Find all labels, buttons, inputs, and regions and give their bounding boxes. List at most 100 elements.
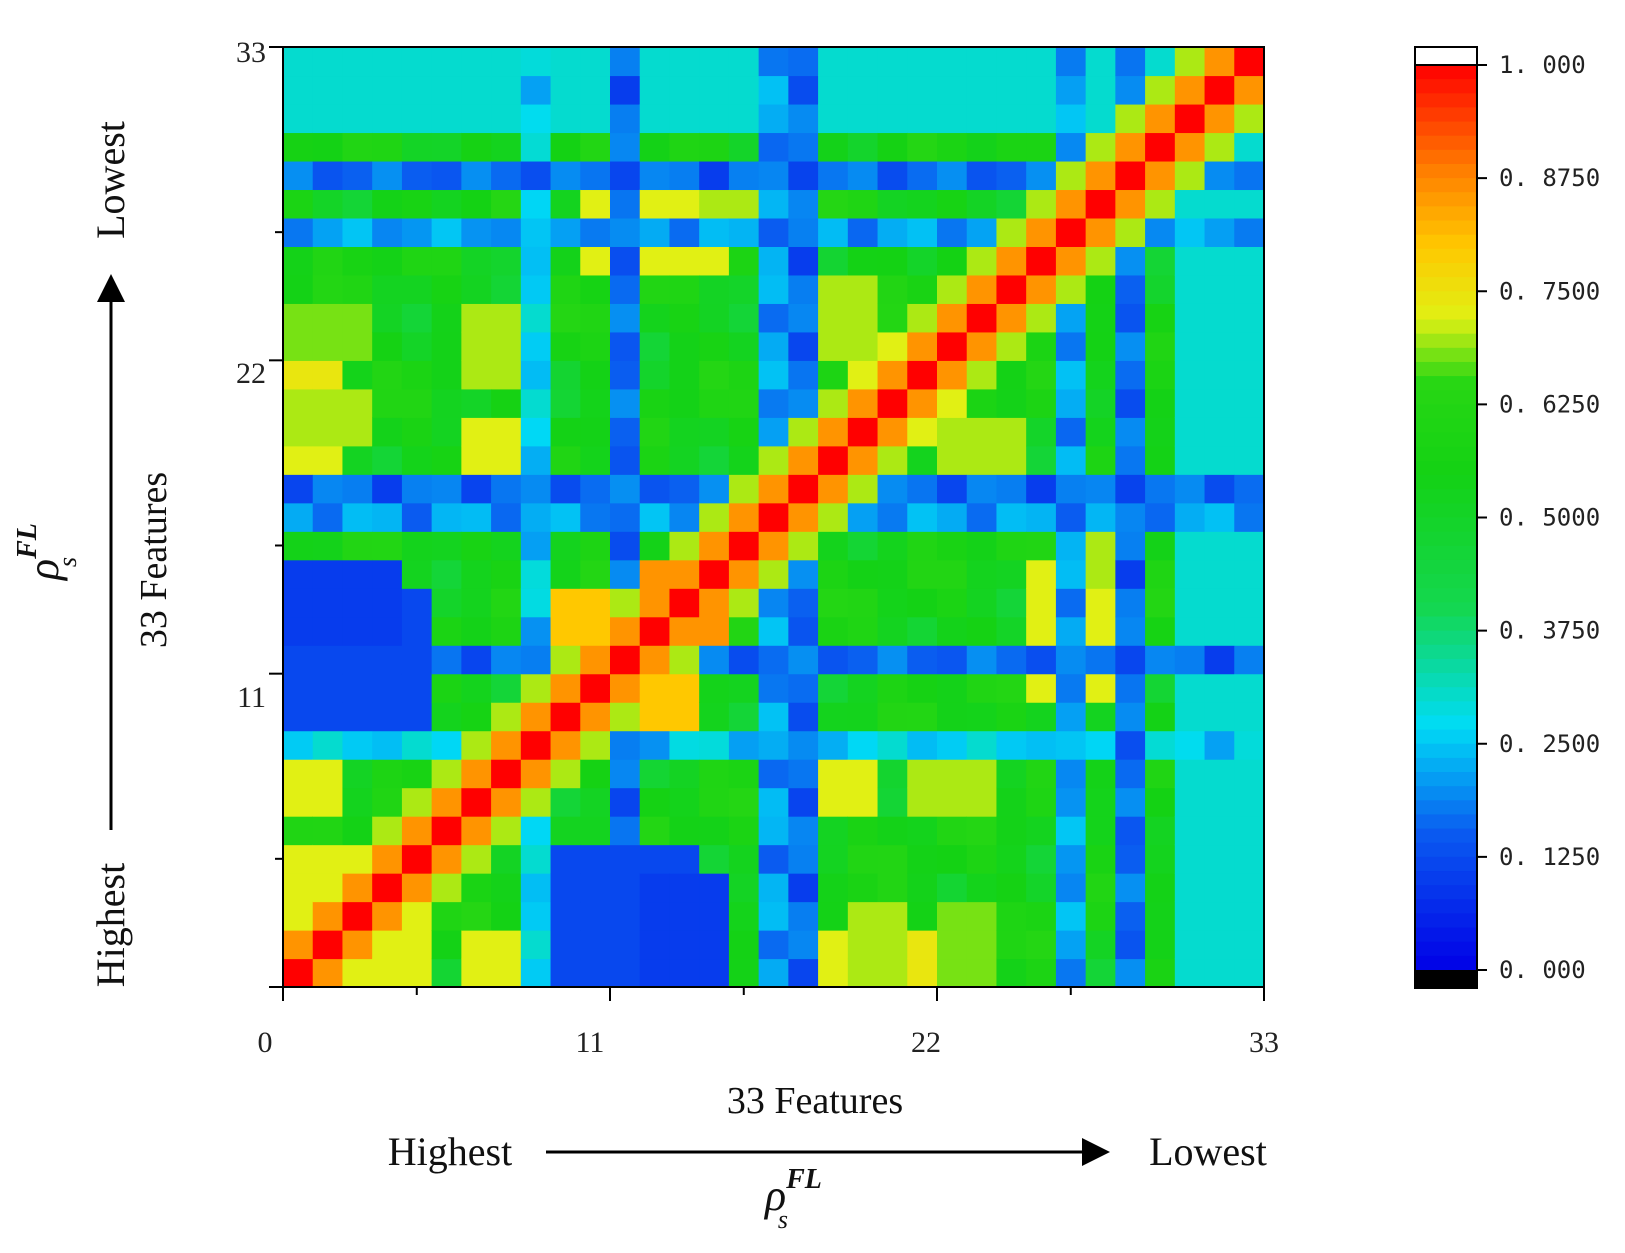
- heatmap-cell-22-1: [907, 958, 938, 987]
- heatmap-cell-30-31: [1145, 103, 1176, 134]
- heatmap-cell-26-4: [1026, 873, 1057, 903]
- heatmap-cell-12-6: [610, 816, 641, 846]
- heatmap-cell-4-18: [372, 474, 403, 504]
- colorbar-segment-25: [1415, 418, 1477, 434]
- heatmap-cell-20-15: [847, 559, 879, 589]
- heatmap-cell-12-12: [610, 645, 641, 675]
- heatmap-cell-26-11: [1026, 673, 1057, 703]
- heatmap-cell-18-14: [788, 588, 819, 618]
- heatmap-cell-11-22: [580, 360, 611, 390]
- heatmap-cell-15-15: [699, 559, 730, 589]
- x-rank-arrow-head: [1082, 1138, 1110, 1166]
- heatmap-cell-32-5: [1204, 844, 1235, 874]
- heatmap-cell-5-17: [401, 502, 433, 532]
- heatmap-cell-24-14: [966, 588, 998, 618]
- heatmap-cell-20-16: [847, 531, 879, 561]
- heatmap-cell-27-6: [1055, 816, 1087, 846]
- heatmap-cell-14-19: [669, 445, 700, 475]
- heatmap-cell-2-16: [312, 531, 344, 561]
- heatmap-cell-16-23: [728, 331, 760, 361]
- heatmap-cell-9-6: [520, 816, 552, 846]
- heatmap-cell-29-6: [1115, 816, 1146, 846]
- heatmap-cell-14-10: [669, 702, 700, 732]
- heatmap-cell-32-18: [1204, 474, 1235, 504]
- heatmap-cell-1-24: [283, 303, 314, 333]
- heatmap-cell-26-15: [1026, 559, 1057, 589]
- heatmap-cell-29-9: [1115, 730, 1146, 760]
- heatmap-cell-15-7: [699, 787, 730, 817]
- heatmap-cell-16-28: [728, 189, 760, 219]
- heatmap-cell-16-11: [728, 673, 760, 703]
- heatmap-cell-23-21: [937, 388, 968, 418]
- heatmap-cell-2-19: [312, 445, 344, 475]
- heatmap-cell-22-11: [907, 673, 938, 703]
- heatmap-cell-19-23: [818, 331, 849, 361]
- heatmap-cell-4-2: [372, 930, 403, 960]
- heatmap-cell-29-15: [1115, 559, 1146, 589]
- heatmap-cell-10-1: [550, 958, 581, 987]
- heatmap-cell-8-25: [491, 274, 522, 304]
- heatmap-cell-20-12: [847, 645, 879, 675]
- heatmap-cell-1-30: [283, 132, 314, 162]
- heatmap-cell-6-13: [431, 616, 462, 646]
- heatmap-cell-3-11: [342, 673, 373, 703]
- heatmap-cell-26-27: [1026, 217, 1057, 247]
- heatmap-cell-18-30: [788, 132, 819, 162]
- heatmap-cell-13-21: [639, 388, 671, 418]
- heatmap-cell-21-32: [877, 75, 908, 105]
- heatmap-cell-8-31: [491, 103, 522, 134]
- heatmap-cell-13-1: [639, 958, 671, 987]
- heatmap-cell-14-29: [669, 160, 700, 191]
- heatmap-cell-33-9: [1234, 730, 1264, 760]
- heatmap-cell-32-29: [1204, 160, 1235, 191]
- heatmap-cell-28-5: [1085, 844, 1116, 874]
- heatmap-cell-20-22: [847, 360, 879, 390]
- heatmap-cell-21-4: [877, 873, 908, 903]
- heatmap-cell-15-22: [699, 360, 730, 390]
- heatmap-cell-2-12: [312, 645, 344, 675]
- heatmap-cell-20-17: [847, 502, 879, 532]
- colorbar-segment-33: [1415, 531, 1477, 547]
- heatmap-cell-33-10: [1234, 702, 1264, 732]
- heatmap-cell-20-33: [847, 47, 879, 77]
- heatmap-cell-26-22: [1026, 360, 1057, 390]
- heatmap-cell-5-12: [401, 645, 433, 675]
- heatmap-cell-10-6: [550, 816, 581, 846]
- heatmap-cell-24-17: [966, 502, 998, 532]
- heatmap-cell-23-28: [937, 189, 968, 219]
- heatmap-cell-8-26: [491, 246, 522, 276]
- heatmap-cell-6-23: [431, 331, 462, 361]
- heatmap-cell-22-25: [907, 274, 938, 304]
- heatmap-cell-26-17: [1026, 502, 1057, 532]
- heatmap-cell-21-23: [877, 331, 908, 361]
- heatmap-cell-31-9: [1174, 730, 1206, 760]
- heatmap-cell-24-31: [966, 103, 998, 134]
- heatmap-cell-26-33: [1026, 47, 1057, 77]
- heatmap-cell-7-19: [461, 445, 492, 475]
- heatmap-cell-29-8: [1115, 759, 1146, 789]
- heatmap-cell-6-9: [431, 730, 462, 760]
- heatmap-cell-4-28: [372, 189, 403, 219]
- heatmap-cell-18-18: [788, 474, 819, 504]
- y-tick-label-11: 11: [237, 681, 266, 714]
- heatmap-cell-18-16: [788, 531, 819, 561]
- heatmap-cell-4-33: [372, 47, 403, 77]
- heatmap-cell-9-23: [520, 331, 552, 361]
- heatmap-cell-14-4: [669, 873, 700, 903]
- heatmap-cell-26-16: [1026, 531, 1057, 561]
- heatmap-cell-20-25: [847, 274, 879, 304]
- heatmap-cell-22-6: [907, 816, 938, 846]
- heatmap-cell-29-17: [1115, 502, 1146, 532]
- heatmap-cell-18-1: [788, 958, 819, 987]
- heatmap-cell-4-16: [372, 531, 403, 561]
- heatmap-cell-29-16: [1115, 531, 1146, 561]
- heatmap-cell-5-2: [401, 930, 433, 960]
- heatmap-cell-28-4: [1085, 873, 1116, 903]
- heatmap-cell-20-26: [847, 246, 879, 276]
- heatmap-cell-24-8: [966, 759, 998, 789]
- heatmap-cell-11-8: [580, 759, 611, 789]
- heatmap-cell-17-27: [758, 217, 789, 247]
- heatmap-cell-22-2: [907, 930, 938, 960]
- colorbar-segment-2: [1415, 93, 1477, 109]
- heatmap-cell-16-31: [728, 103, 760, 134]
